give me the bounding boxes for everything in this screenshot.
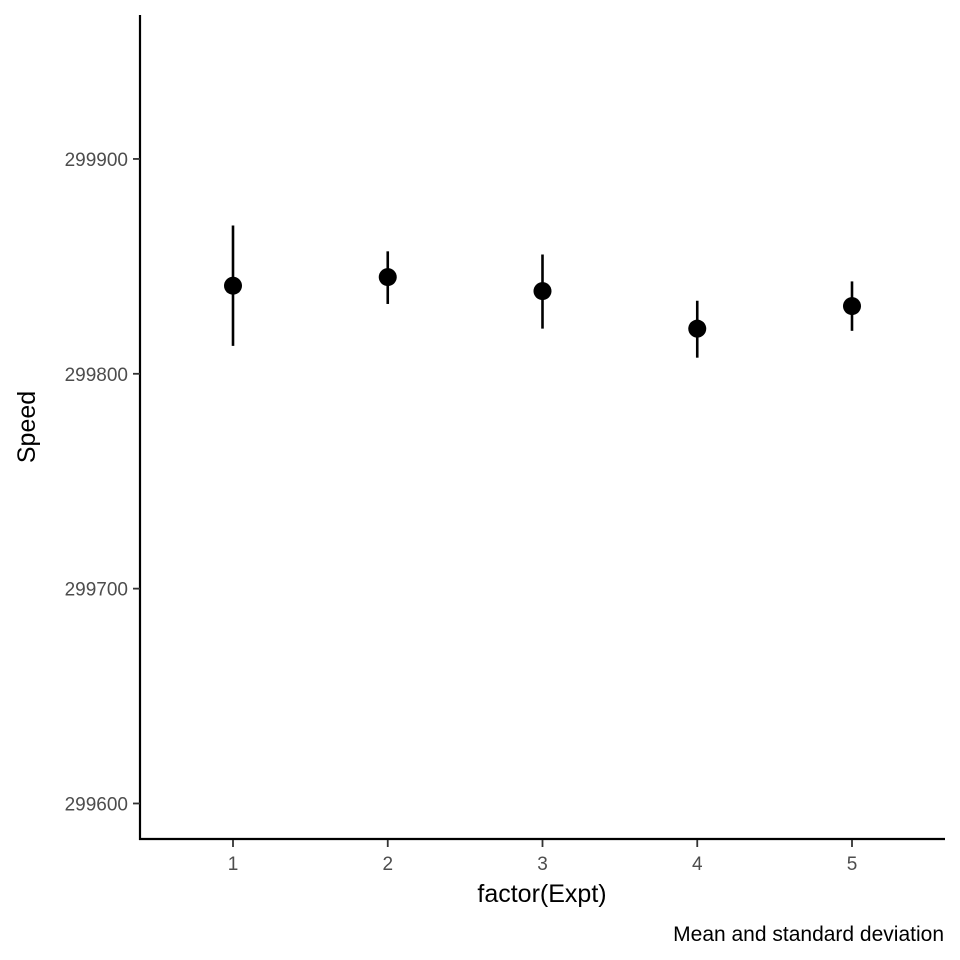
mean-point — [843, 297, 861, 316]
x-tick-label: 5 — [847, 854, 858, 875]
y-axis-title: Speed — [13, 391, 41, 463]
mean-point — [224, 276, 242, 295]
x-tick-label: 1 — [228, 854, 239, 875]
x-axis: 1 2 3 4 5 — [139, 837, 945, 875]
mean-point — [533, 282, 552, 301]
y-tick-label: 299900 — [65, 150, 128, 171]
x-tick-label: 3 — [537, 854, 548, 875]
mean-point — [688, 319, 707, 338]
mean-point — [378, 268, 397, 287]
y-tick-label: 299800 — [65, 365, 128, 386]
plot-marks — [224, 225, 861, 358]
y-tick-label: 299700 — [65, 580, 128, 601]
chart-caption: Mean and standard deviation — [673, 923, 944, 946]
x-tick-label: 2 — [382, 854, 393, 875]
y-axis: 299600 299700 299800 299900 — [65, 15, 142, 840]
x-tick-label: 4 — [692, 854, 703, 875]
y-tick-label: 299600 — [65, 794, 128, 815]
x-axis-title: factor(Expt) — [477, 880, 606, 908]
